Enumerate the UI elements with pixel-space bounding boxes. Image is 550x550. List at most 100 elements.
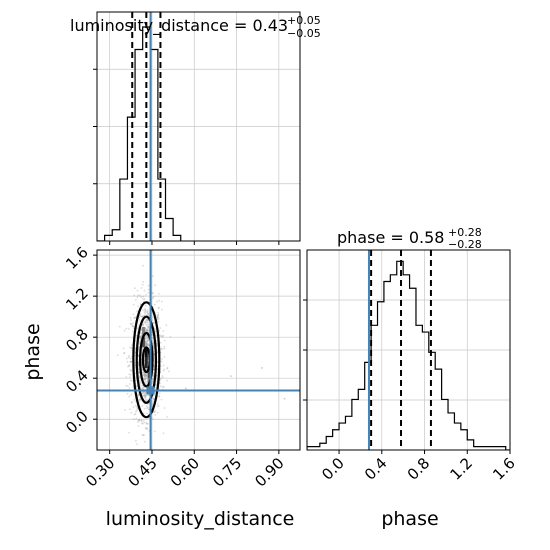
sample-point: [134, 379, 137, 382]
sample-point: [144, 342, 147, 344]
sample-point: [162, 330, 165, 332]
sample-point: [162, 364, 165, 367]
sample-point: [148, 408, 150, 410]
sample-point: [138, 346, 140, 348]
sample-point: [156, 411, 159, 414]
sample-point: [144, 375, 146, 378]
sample-point: [144, 338, 147, 341]
sample-point: [161, 386, 164, 388]
sample-point: [139, 341, 141, 343]
sample-point: [131, 344, 133, 346]
sample-point: [137, 394, 140, 396]
sample-point: [128, 383, 131, 385]
sample-point: [144, 378, 146, 381]
density-cell: [144, 357, 148, 368]
sample-point: [142, 373, 145, 376]
sample-point: [128, 346, 131, 349]
sample-point: [142, 280, 145, 283]
sample-point: [160, 335, 162, 338]
sample-point: [143, 373, 146, 375]
sample-point: [151, 292, 154, 295]
sample-point: [140, 315, 143, 318]
sample-point: [148, 344, 150, 347]
sample-point: [145, 319, 148, 322]
title-median-value: 0.43: [252, 16, 288, 35]
sample-point: [144, 427, 147, 429]
sample-point: [147, 408, 150, 411]
sample-point: [130, 393, 133, 396]
sample-point: [151, 405, 154, 407]
contour-level-2: [135, 315, 158, 404]
sample-point: [141, 315, 144, 318]
sample-point: [156, 351, 159, 354]
sample-point: [131, 379, 133, 382]
sample-point: [146, 319, 149, 322]
sample-point: [145, 374, 148, 377]
sample-point: [159, 385, 162, 388]
sample-point: [144, 337, 147, 340]
sample-point: [157, 405, 160, 407]
sample-point: [139, 303, 142, 306]
sample-point: [139, 336, 142, 339]
sample-point: [143, 289, 146, 292]
sample-point: [144, 327, 147, 330]
sample-point: [125, 376, 128, 378]
sample-point: [154, 328, 157, 331]
sample-point: [151, 378, 154, 381]
sample-point: [130, 369, 133, 372]
hist-luminosity-distance-panel: luminosity_distance = 0.43 +0.05 −0.05: [70, 11, 321, 245]
sample-point: [146, 335, 149, 338]
sample-point: [156, 316, 159, 319]
sample-point: [144, 392, 147, 395]
sample-point: [146, 343, 149, 346]
sample-point: [139, 379, 141, 382]
sample-point: [144, 376, 147, 379]
sample-point: [146, 329, 149, 332]
contour-level-3: [132, 301, 161, 419]
sample-point: [122, 347, 125, 350]
sample-point: [146, 311, 149, 313]
hist-luminosity-distance-title: luminosity_distance = 0.43: [70, 16, 288, 36]
sample-point: [140, 296, 142, 298]
sample-point: [146, 340, 149, 342]
sample-point: [129, 316, 132, 319]
sample-point: [145, 375, 148, 378]
sample-point: [127, 365, 129, 368]
sample-point: [152, 346, 155, 349]
sample-point: [156, 318, 159, 320]
hist-luminosity-distance-quantiles: [131, 12, 162, 241]
sample-point: [138, 319, 141, 321]
sample-point: [128, 395, 131, 398]
sample-point: [144, 322, 147, 325]
sample-point: [134, 299, 137, 301]
sample-point: [145, 343, 148, 345]
scatter-contours: [132, 301, 161, 419]
sample-point: [145, 375, 148, 377]
hist-phase-ticks: 0.0 0.4 0.8 1.2 1.6: [303, 299, 519, 484]
sample-point: [146, 343, 149, 346]
sample-point: [147, 337, 149, 340]
sample-point: [146, 422, 149, 425]
x-tick-label: 0.90: [251, 454, 287, 490]
sample-point: [118, 325, 121, 328]
sample-point: [144, 378, 146, 381]
sample-point: [134, 404, 137, 407]
sample-point: [137, 365, 140, 368]
sample-point: [160, 347, 163, 350]
hist-phase-steps: [307, 260, 510, 450]
hist-phase-quantiles: [370, 250, 432, 450]
sample-point: [137, 348, 140, 351]
sample-point: [132, 322, 134, 325]
sample-point: [152, 322, 155, 325]
sample-point: [143, 407, 146, 410]
sample-point: [166, 416, 169, 418]
sample-point: [155, 334, 158, 337]
title-minus-error: −0.05: [287, 27, 321, 40]
x-tick-label: 0.60: [167, 454, 203, 490]
contour-level-1: [139, 331, 154, 388]
sample-point: [144, 320, 147, 323]
sample-point: [152, 340, 155, 343]
sample-point: [132, 303, 135, 306]
sample-point: [144, 336, 147, 338]
sample-point: [137, 392, 140, 394]
